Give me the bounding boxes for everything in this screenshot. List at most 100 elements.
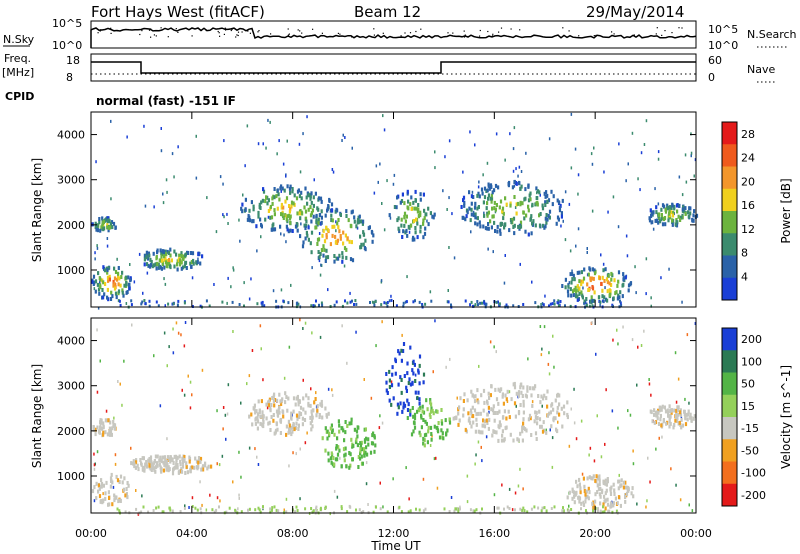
ground-mark <box>414 299 416 303</box>
speckle-mark <box>637 345 639 349</box>
echo-mark <box>197 252 200 257</box>
speckle-mark <box>232 330 234 333</box>
echo-mark <box>419 210 422 215</box>
echo-mark <box>244 208 247 212</box>
speckle-mark <box>466 500 469 504</box>
echo-mark <box>412 414 415 419</box>
echo-mark <box>534 431 538 436</box>
noise-tick-right-bottom: 10^0 <box>708 39 738 52</box>
ground-mark <box>273 505 276 509</box>
echo-mark <box>519 186 522 191</box>
echo-mark <box>112 424 115 429</box>
echo-mark <box>675 418 679 423</box>
noise-search-dot <box>160 27 162 29</box>
echo-mark <box>521 394 524 398</box>
echo-mark <box>318 255 321 259</box>
echo-mark <box>100 484 103 489</box>
echo-mark <box>191 465 194 470</box>
ground-mark <box>400 510 403 514</box>
ground-mark <box>456 507 459 511</box>
echo-mark <box>328 431 331 436</box>
colorbar-swatch <box>722 255 737 279</box>
echo-mark <box>513 179 516 184</box>
echo-mark <box>262 417 265 422</box>
colorbar-swatch <box>722 166 737 190</box>
echo-mark <box>610 283 613 287</box>
echo-mark <box>463 392 466 397</box>
colorbar-tick-label: 4 <box>741 270 748 283</box>
echo-mark <box>462 198 465 203</box>
echo-mark <box>617 293 620 298</box>
echo-mark <box>317 217 320 222</box>
echo-mark <box>515 181 518 186</box>
echo-mark <box>554 416 557 421</box>
echo-mark <box>336 221 339 226</box>
noise-search-dot <box>257 31 259 33</box>
speckle-mark <box>648 378 650 381</box>
speckle-mark <box>280 288 283 292</box>
speckle-mark <box>159 404 162 408</box>
speckle-mark <box>681 300 683 304</box>
echo-mark <box>587 496 590 501</box>
echo-mark <box>437 421 440 425</box>
echo-mark <box>601 288 604 293</box>
echo-mark <box>440 421 444 426</box>
ground-mark <box>562 509 565 513</box>
echo-mark <box>364 238 367 243</box>
noise-search-dot <box>681 27 683 29</box>
echo-mark <box>352 443 355 448</box>
echo-mark <box>93 280 96 285</box>
echo-mark <box>470 201 473 206</box>
echo-mark <box>572 293 575 297</box>
speckle-mark <box>536 191 538 195</box>
speckle-mark <box>481 459 483 463</box>
speckle-mark <box>205 508 208 512</box>
echo-mark <box>402 342 406 346</box>
echo-mark <box>397 349 400 354</box>
echo-mark <box>573 287 576 292</box>
echo-mark <box>418 354 422 359</box>
speckle-mark <box>266 406 269 410</box>
echo-mark <box>349 223 352 228</box>
ground-mark <box>485 302 488 306</box>
echo-mark <box>421 404 424 409</box>
ground-mark <box>118 299 121 303</box>
echo-mark <box>412 429 415 434</box>
echo-mark <box>164 249 167 254</box>
echo-mark <box>677 412 680 417</box>
speckle-mark <box>577 192 579 196</box>
speckle-mark <box>556 301 558 304</box>
echo-mark <box>580 290 583 295</box>
echo-mark <box>551 202 554 207</box>
ground-mark <box>540 509 543 513</box>
noise-tick-right-top: 10^5 <box>708 23 738 36</box>
echo-mark <box>545 430 548 435</box>
echo-mark <box>112 221 116 226</box>
ground-mark <box>447 300 450 304</box>
echo-mark <box>620 478 623 483</box>
echo-mark <box>513 385 517 390</box>
speckle-mark <box>636 383 638 387</box>
echo-mark <box>259 217 262 222</box>
echo-mark <box>617 486 620 491</box>
speckle-mark <box>146 271 149 275</box>
echo-mark <box>606 289 609 294</box>
echo-mark <box>396 218 399 223</box>
echo-mark <box>621 294 624 299</box>
echo-mark <box>299 405 303 410</box>
echo-mark <box>583 489 586 493</box>
echo-mark <box>348 465 351 470</box>
ground-mark <box>296 509 299 512</box>
echo-mark <box>414 189 417 194</box>
speckle-mark <box>449 357 451 361</box>
echo-mark <box>581 279 584 284</box>
echo-mark <box>400 217 403 222</box>
echo-mark <box>270 403 273 407</box>
echo-mark <box>493 418 496 423</box>
echo-mark <box>664 222 667 227</box>
echo-mark <box>342 447 346 452</box>
echo-mark <box>659 219 662 224</box>
speckle-mark <box>681 193 684 197</box>
echo-mark <box>542 396 545 401</box>
ground-mark <box>196 508 199 512</box>
